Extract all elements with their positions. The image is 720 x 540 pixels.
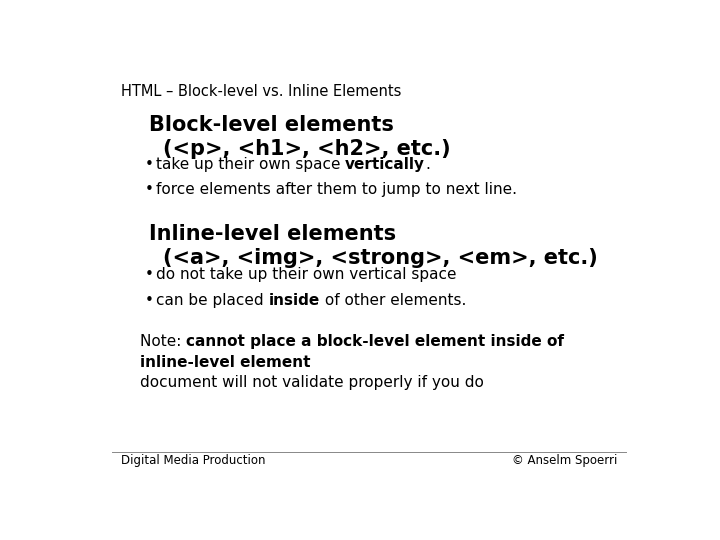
Text: force elements after them to jump to next line.: force elements after them to jump to nex… (156, 182, 517, 197)
Text: Block-level elements: Block-level elements (148, 114, 393, 134)
Text: •: • (145, 182, 153, 197)
Text: of other elements.: of other elements. (320, 293, 466, 308)
Text: HTML – Block-level vs. Inline Elements: HTML – Block-level vs. Inline Elements (121, 84, 401, 98)
Text: © Anselm Spoerri: © Anselm Spoerri (512, 454, 617, 467)
Text: take up their own space: take up their own space (156, 157, 345, 172)
Text: do not take up their own vertical space: do not take up their own vertical space (156, 267, 456, 282)
Text: inside: inside (269, 293, 320, 308)
Text: Note:: Note: (140, 334, 186, 349)
Text: inline-level element: inline-level element (140, 355, 311, 369)
Text: (<a>, <img>, <strong>, <em>, etc.): (<a>, <img>, <strong>, <em>, etc.) (163, 248, 598, 268)
Text: •: • (145, 293, 153, 308)
Text: vertically: vertically (345, 157, 426, 172)
Text: .: . (426, 157, 430, 172)
Text: can be placed: can be placed (156, 293, 269, 308)
Text: •: • (145, 267, 153, 282)
Text: •: • (145, 157, 153, 172)
Text: Inline-level elements: Inline-level elements (148, 224, 396, 244)
Text: Digital Media Production: Digital Media Production (121, 454, 265, 467)
Text: (<p>, <h1>, <h2>, etc.): (<p>, <h1>, <h2>, etc.) (163, 139, 450, 159)
Text: document will not validate properly if you do: document will not validate properly if y… (140, 375, 484, 390)
Text: cannot place a block-level element inside of: cannot place a block-level element insid… (186, 334, 564, 349)
